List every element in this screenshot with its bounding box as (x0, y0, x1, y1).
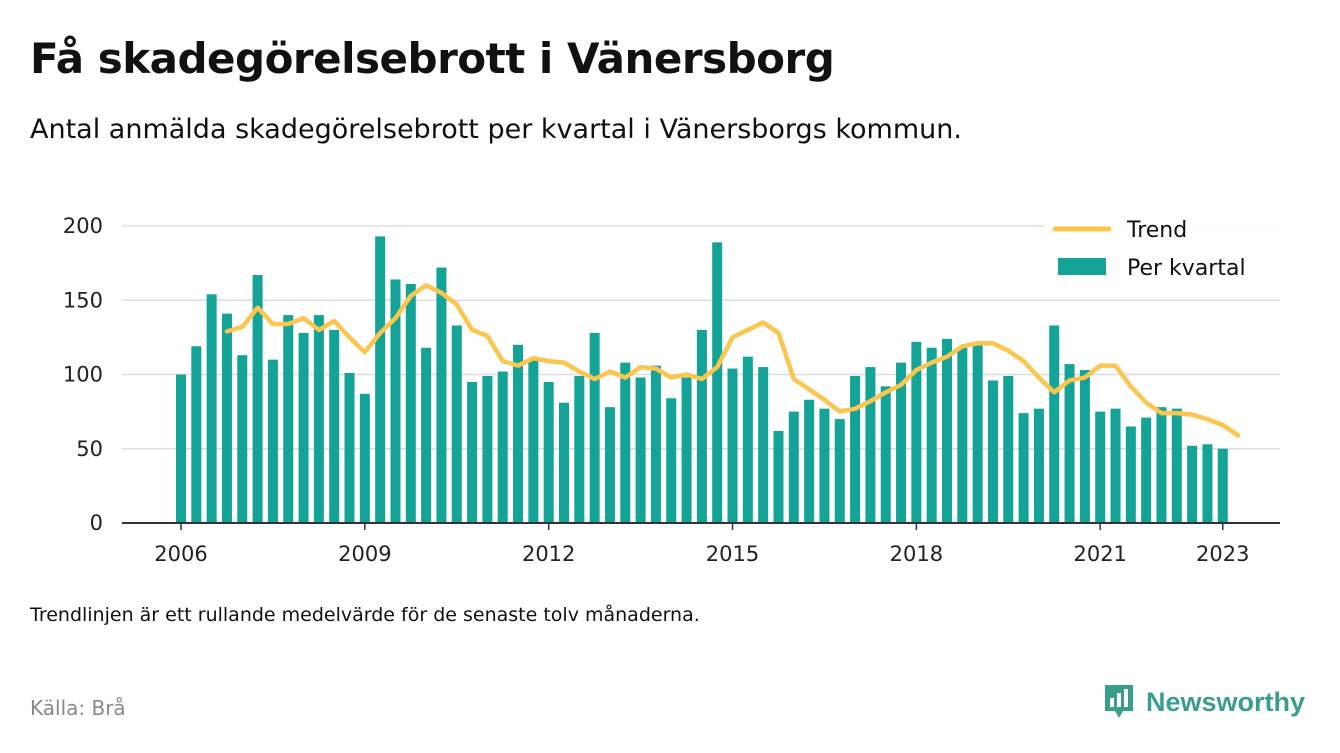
bar (1003, 375, 1014, 523)
bar (1079, 370, 1090, 523)
x-tick-label: 2006 (154, 542, 207, 566)
bar (1064, 364, 1075, 523)
legend-background (1044, 212, 1284, 292)
bar (421, 347, 432, 523)
bar (252, 275, 263, 523)
bar (528, 358, 539, 523)
legend: Trend Per kvartal (1044, 212, 1284, 292)
axis-layer: 0 50 100 150 200 2006 2009 2012 2015 2018 2021 2023 (63, 214, 1280, 566)
bar (497, 371, 508, 523)
bar (1110, 408, 1121, 523)
bar (1049, 325, 1060, 523)
bar (972, 344, 983, 523)
newsworthy-logo-icon (1105, 685, 1133, 718)
bar (727, 368, 738, 523)
bar (742, 356, 753, 523)
bar (313, 315, 324, 523)
y-tick-label: 0 (90, 511, 103, 535)
bar (819, 408, 830, 523)
bar (1202, 444, 1213, 523)
bar (926, 347, 937, 523)
bar (758, 367, 769, 523)
bar (436, 267, 447, 523)
bar (390, 279, 401, 523)
y-tick-label: 150 (63, 288, 103, 312)
bar (1095, 411, 1106, 523)
trend-layer (224, 283, 1241, 438)
y-tick-label: 200 (63, 214, 103, 238)
x-tick-label: 2021 (1073, 542, 1126, 566)
bar (712, 242, 723, 523)
bar (1125, 426, 1136, 523)
legend-trend-label: Trend (1126, 218, 1187, 243)
bar (344, 373, 355, 523)
x-tick-label: 2023 (1196, 542, 1249, 566)
x-tick-label: 2015 (706, 542, 759, 566)
bar (543, 381, 554, 523)
y-tick-label: 50 (76, 437, 103, 461)
bar (896, 362, 907, 523)
bar (1033, 408, 1044, 523)
x-tick-label: 2009 (338, 542, 391, 566)
bar (589, 332, 600, 523)
chart-subtitle: Antal anmälda skadegörelsebrott per kvar… (30, 114, 962, 145)
bar (1217, 448, 1228, 523)
bars-layer (176, 236, 1228, 523)
bar (620, 362, 631, 523)
bar (359, 393, 370, 523)
bar (176, 374, 186, 523)
bar (804, 399, 815, 523)
bar (681, 377, 692, 523)
bar (1156, 407, 1167, 523)
bar (880, 386, 891, 523)
bar (1171, 408, 1182, 523)
bar (1141, 417, 1152, 523)
brand-logo: Newsworthy (1102, 682, 1305, 722)
bar (696, 329, 707, 523)
bar (1018, 413, 1029, 523)
bar (957, 347, 968, 523)
bar (191, 346, 202, 523)
bar (221, 313, 232, 523)
bar (283, 315, 294, 523)
bar (513, 344, 524, 523)
bar (942, 338, 952, 523)
bar (482, 375, 493, 523)
bar (375, 236, 386, 523)
bar (773, 430, 784, 523)
trend-line (224, 283, 1241, 438)
bar (865, 367, 876, 523)
bar (666, 398, 677, 523)
trend-note: Trendlinjen är ett rullande medelvärde f… (30, 604, 700, 626)
bar (604, 407, 615, 523)
x-tick-label: 2018 (890, 542, 943, 566)
bar (635, 377, 646, 523)
bar (206, 294, 217, 523)
bar (850, 375, 861, 523)
source-text: Källa: Brå (30, 696, 126, 720)
x-tick-label: 2012 (522, 542, 575, 566)
y-tick-label: 100 (63, 363, 103, 387)
bar (574, 375, 585, 523)
bar (911, 341, 922, 523)
bar (405, 283, 416, 523)
legend-bars-label: Per kvartal (1127, 256, 1246, 281)
bar (834, 419, 845, 523)
legend-bars-swatch (1058, 258, 1106, 275)
bar (329, 329, 340, 523)
bar (559, 402, 569, 523)
brand-name: Newsworthy (1146, 686, 1306, 717)
bar (267, 359, 278, 523)
bar (451, 325, 462, 523)
chart-area: 0 50 100 150 200 2006 2009 2012 2015 2018 2021 2023… (62, 212, 1284, 566)
bar (987, 380, 998, 523)
bar (650, 365, 661, 523)
bar (788, 411, 799, 523)
bar (237, 355, 248, 523)
bar (298, 332, 309, 523)
bar (1187, 445, 1198, 523)
chart-title: Få skadegörelsebrott i Vänersborg (30, 34, 835, 83)
bar (467, 381, 478, 523)
